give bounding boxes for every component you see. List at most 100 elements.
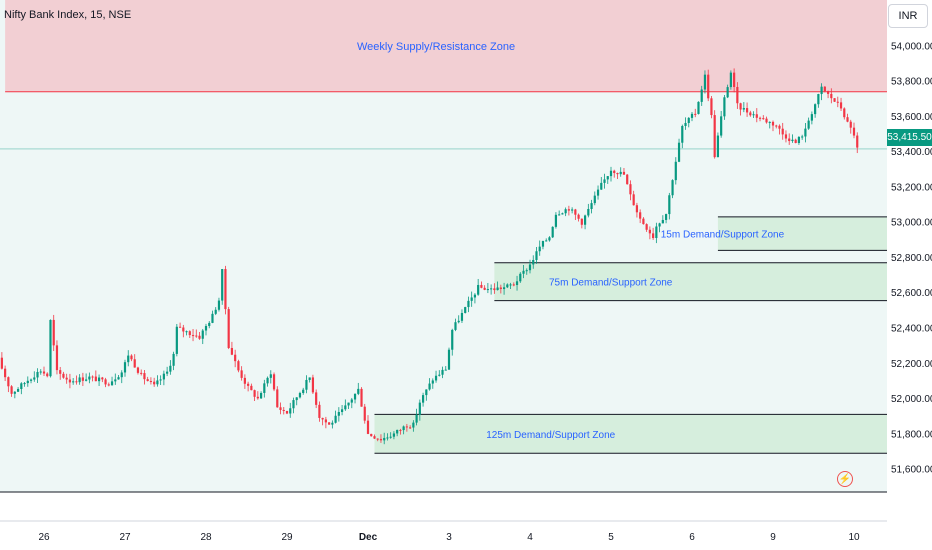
candle-body <box>820 86 823 95</box>
candle-body <box>33 377 36 380</box>
candle-body <box>843 108 846 118</box>
candle-body <box>642 218 645 225</box>
candle-body <box>68 379 72 383</box>
candle-body <box>256 396 259 399</box>
candle-body <box>42 371 46 374</box>
candle-body <box>525 270 528 272</box>
candle-body <box>418 402 421 415</box>
candle-body <box>318 404 321 418</box>
candle-body <box>133 359 136 368</box>
flash-icon[interactable]: ⚡ <box>837 471 853 487</box>
candle-body <box>674 161 677 181</box>
candle-body <box>639 212 642 219</box>
candle-body <box>826 91 830 94</box>
candle-body <box>480 284 483 288</box>
candle-body <box>230 347 234 355</box>
candle-body <box>801 136 804 138</box>
zone-label: 15m Demand/Support Zone <box>661 230 785 241</box>
candle-body <box>39 371 42 373</box>
y-tick-label: 53,000.00 <box>891 218 932 229</box>
candles-layer <box>0 68 859 445</box>
candle-body <box>454 322 457 330</box>
candle-body <box>396 429 399 434</box>
candle-body <box>52 319 55 346</box>
candle-body <box>548 237 551 241</box>
candle-body <box>243 377 246 384</box>
candle-body <box>97 377 101 382</box>
candle-body <box>204 325 208 331</box>
candle-body <box>392 433 396 437</box>
candle-body <box>444 369 447 371</box>
candle-body <box>321 417 324 420</box>
candle-body <box>16 389 20 392</box>
candle-body <box>240 370 243 378</box>
candle-body <box>742 108 745 110</box>
candle-body <box>716 135 720 158</box>
candle-body <box>72 381 75 383</box>
candle-body <box>596 189 600 196</box>
candle-body <box>91 376 94 378</box>
candle-body <box>817 94 820 105</box>
candle-body <box>720 116 723 136</box>
candle-body <box>664 214 668 220</box>
x-tick-label: Dec <box>359 532 378 543</box>
candle-body <box>554 214 558 227</box>
candle-body <box>788 138 791 142</box>
candle-body <box>305 379 308 390</box>
candle-body <box>791 139 794 142</box>
candle-body <box>282 409 285 412</box>
candle-body <box>350 399 353 403</box>
y-tick-label: 52,200.00 <box>891 359 932 370</box>
candle-body <box>745 108 749 113</box>
candle-body <box>609 170 613 177</box>
candle-body <box>311 377 315 393</box>
candle-body <box>10 386 13 394</box>
candle-body <box>188 331 191 336</box>
candle-body <box>295 397 298 401</box>
candle-body <box>344 405 347 410</box>
candle-body <box>755 114 758 118</box>
candle-body <box>4 368 7 378</box>
candle-body <box>477 284 480 295</box>
candle-body <box>590 203 593 209</box>
x-tick-label: 4 <box>527 532 533 543</box>
candle-body <box>849 121 852 128</box>
x-tick-label: 9 <box>770 532 776 543</box>
candle-body <box>681 126 684 143</box>
candle-body <box>46 373 49 377</box>
candle-body <box>606 176 609 180</box>
candle-body <box>169 365 172 372</box>
candle-body <box>7 377 10 387</box>
candle-body <box>723 97 726 117</box>
candle-body <box>632 194 635 206</box>
candle-body <box>814 104 817 115</box>
y-tick-label: 53,400.00 <box>891 147 932 158</box>
y-axis: 51,600.00 51,800.00 52,000.00 52,200.00 52,4… <box>891 41 932 475</box>
x-tick-label: 28 <box>200 532 212 543</box>
candle-body <box>687 117 690 123</box>
currency-selector[interactable]: INR <box>888 4 928 28</box>
candle-body <box>490 288 493 290</box>
candle-body <box>127 355 130 363</box>
candle-body <box>353 393 357 400</box>
candle-body <box>736 86 739 104</box>
candle-body <box>20 383 23 390</box>
candle-body <box>532 259 535 265</box>
candle-body <box>784 134 788 139</box>
candle-body <box>846 117 849 122</box>
candle-body <box>509 284 512 286</box>
candle-body <box>175 326 178 354</box>
candle-body <box>483 287 486 290</box>
candle-body <box>571 209 574 211</box>
candle-body <box>833 98 836 102</box>
candle-body <box>308 377 311 380</box>
zone-label: 125m Demand/Support Zone <box>486 430 615 441</box>
candle-body <box>412 422 415 428</box>
candle-body <box>758 117 762 119</box>
candle-body <box>493 288 496 291</box>
candle-body <box>752 114 755 116</box>
candle-body <box>143 373 146 380</box>
candle-body <box>707 74 710 99</box>
candle-body <box>55 345 59 371</box>
